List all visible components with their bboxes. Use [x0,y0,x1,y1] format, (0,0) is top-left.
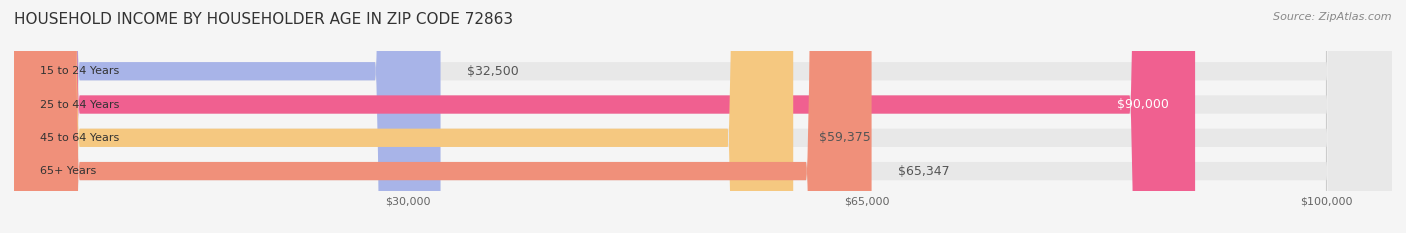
FancyBboxPatch shape [14,0,440,233]
Text: $32,500: $32,500 [467,65,519,78]
Text: 65+ Years: 65+ Years [41,166,97,176]
Text: $59,375: $59,375 [820,131,872,144]
Text: 15 to 24 Years: 15 to 24 Years [41,66,120,76]
Text: $65,347: $65,347 [898,164,949,178]
FancyBboxPatch shape [14,0,1392,233]
Text: Source: ZipAtlas.com: Source: ZipAtlas.com [1274,12,1392,22]
Text: 45 to 64 Years: 45 to 64 Years [41,133,120,143]
FancyBboxPatch shape [14,0,1392,233]
Text: $90,000: $90,000 [1116,98,1168,111]
FancyBboxPatch shape [14,0,1392,233]
FancyBboxPatch shape [14,0,1392,233]
FancyBboxPatch shape [14,0,1195,233]
Text: HOUSEHOLD INCOME BY HOUSEHOLDER AGE IN ZIP CODE 72863: HOUSEHOLD INCOME BY HOUSEHOLDER AGE IN Z… [14,12,513,27]
FancyBboxPatch shape [14,0,793,233]
FancyBboxPatch shape [14,0,872,233]
Text: 25 to 44 Years: 25 to 44 Years [41,99,120,110]
